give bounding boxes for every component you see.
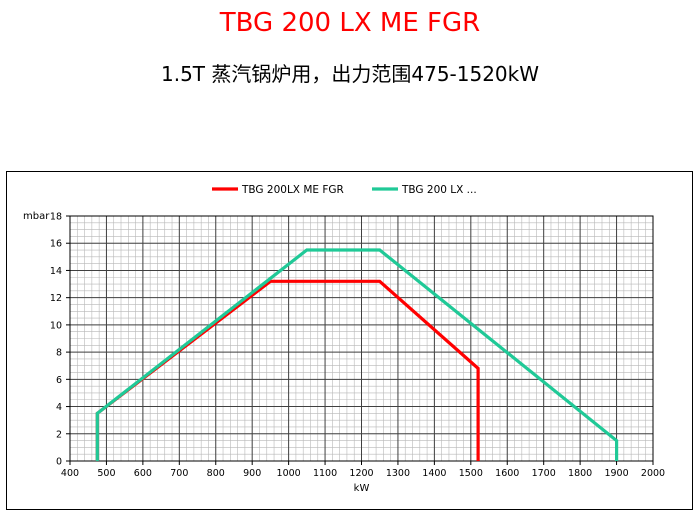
y-tick-label: 8	[56, 348, 62, 359]
x-tick-label: 700	[170, 468, 188, 479]
series-line-2	[95, 248, 619, 461]
series-lines	[95, 248, 619, 461]
x-tick-label: 900	[243, 468, 261, 479]
x-axis-label: kW	[354, 483, 370, 494]
x-tick-label: 1500	[459, 468, 483, 479]
x-tick-label: 400	[61, 468, 79, 479]
y-tick-labels: 0 2 4 6 8 10 12 14 16 18	[50, 212, 62, 468]
page-title: TBG 200 LX ME FGR	[219, 8, 481, 38]
x-tick-label: 800	[207, 468, 225, 479]
x-tick-label: 1600	[495, 468, 519, 479]
y-tick-label: 4	[56, 402, 62, 413]
legend-label-1: TBG 200LX ME FGR	[241, 184, 344, 196]
x-tick-labels: 400 500 600 700 800 900 1000 1100 1200 1300 1400 15…	[61, 468, 665, 479]
y-tick-label: 18	[50, 212, 62, 223]
x-tick-label: 1200	[349, 468, 373, 479]
legend: TBG 200LX ME FGR TBG 200 LX ...	[212, 184, 477, 196]
x-tick-label: 600	[134, 468, 152, 479]
x-tick-label: 1800	[568, 468, 592, 479]
x-tick-label: 1400	[422, 468, 446, 479]
x-tick-label: 1700	[532, 468, 556, 479]
page-subtitle: 1.5T 蒸汽锅炉用，出力范围475-1520kW	[160, 62, 540, 86]
axes	[66, 215, 654, 465]
legend-label-2: TBG 200 LX ...	[401, 184, 477, 196]
y-tick-label: 0	[56, 457, 62, 468]
y-tick-label: 16	[50, 239, 62, 250]
chart-frame: 400 500 600 700 800 900 1000 1100 1200 1300 1400 15…	[6, 171, 693, 510]
y-tick-label: 10	[50, 320, 62, 331]
burner-working-range-chart: 400 500 600 700 800 900 1000 1100 1200 1300 1400 15…	[23, 184, 665, 494]
plot-area-border	[69, 215, 654, 462]
x-tick-label: 1300	[386, 468, 410, 479]
x-tick-label: 1100	[313, 468, 337, 479]
x-tick-label: 2000	[641, 468, 665, 479]
y-tick-label: 14	[50, 266, 62, 277]
y-tick-label: 12	[50, 293, 62, 304]
x-tick-label: 500	[97, 468, 115, 479]
y-tick-label: 2	[56, 429, 62, 440]
y-tick-label: 6	[56, 375, 62, 386]
x-tick-label: 1000	[277, 468, 301, 479]
grid-major	[69, 215, 654, 462]
x-tick-label: 1900	[604, 468, 628, 479]
y-axis-label: mbar	[23, 211, 50, 222]
